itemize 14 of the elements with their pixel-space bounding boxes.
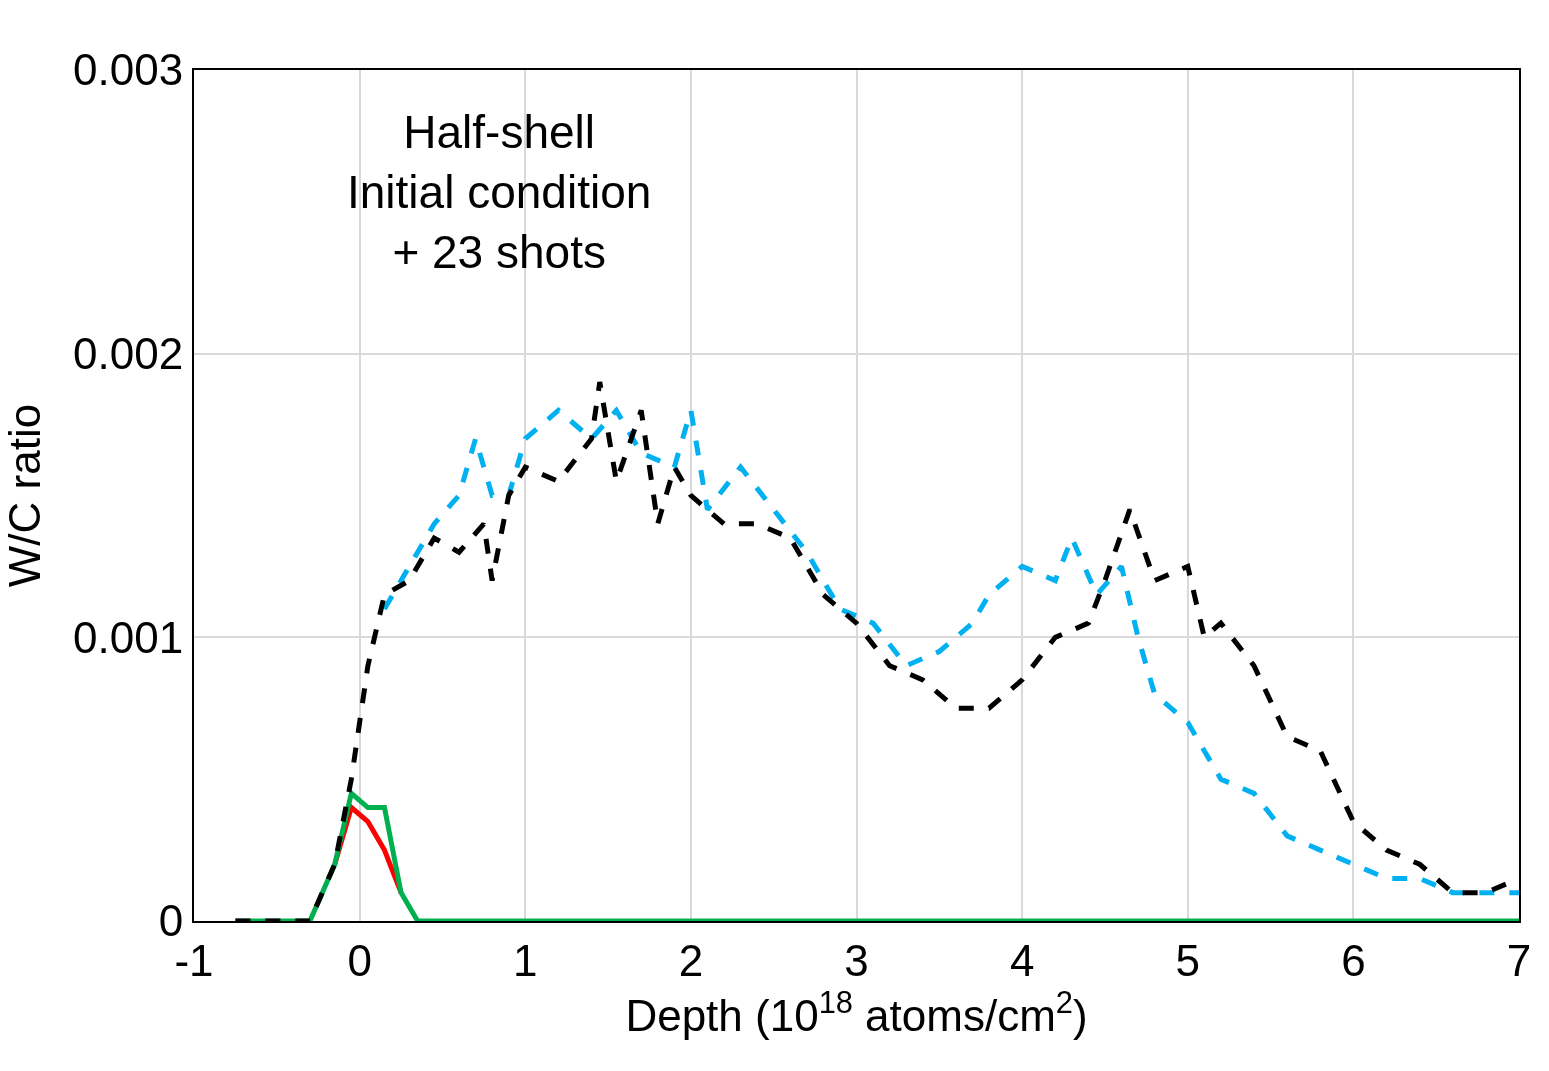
x-axis-title: Depth (10$^{18}$ atoms/cm$^{2}$) <box>625 984 1088 1041</box>
x-tick-label: 5 <box>1175 935 1200 985</box>
x-tick-label: 1 <box>513 935 538 985</box>
x-tick-label: 0 <box>347 935 372 985</box>
x-tick-label: 6 <box>1341 935 1366 985</box>
x-tick-label: 2 <box>678 935 704 985</box>
y-tick-label: 0.002 <box>73 329 184 379</box>
x-tick-label: 4 <box>1009 935 1035 985</box>
annotation: Half-shell Initial condition + 23 shots <box>347 106 652 278</box>
y-tick-label: 0.001 <box>73 612 184 662</box>
y-tick-label: 0.003 <box>73 45 184 95</box>
x-tick-label: 7 <box>1506 935 1532 985</box>
x-tick-label: 3 <box>844 935 869 985</box>
y-axis-title: W/C ratio <box>0 403 49 588</box>
